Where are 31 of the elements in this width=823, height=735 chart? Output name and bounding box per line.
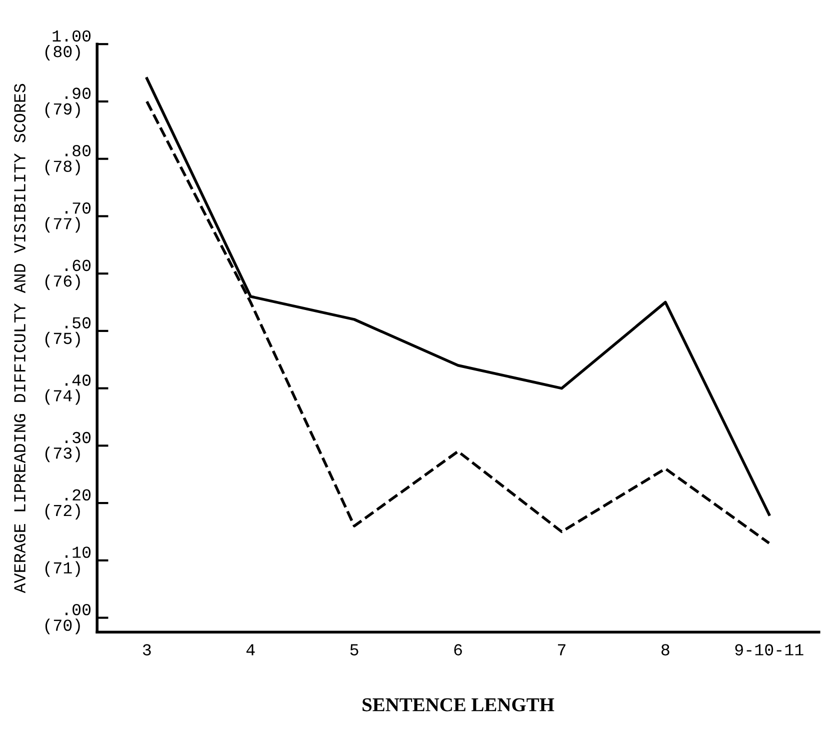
y-tick-label: .30 xyxy=(66,432,91,444)
y2-axis-title: AVERAGE LIPREADING DIFFICULTY AND VISIBILITY SCORES xyxy=(14,84,26,594)
y-tick-label: 1.00 xyxy=(52,30,91,42)
y-tick-label: .80 xyxy=(66,145,91,156)
y2-tick-label: (80) xyxy=(45,45,80,61)
x-tick-label: 4 xyxy=(246,644,255,656)
y-tick-label: .20 xyxy=(66,489,91,501)
x-tick-label: 5 xyxy=(350,644,358,656)
y-tick-label: .00 xyxy=(66,604,91,616)
x-axis-title: SENTENCE LENGTH xyxy=(362,698,554,712)
y-tick-label: .60 xyxy=(66,260,91,272)
y2-tick-label: (75) xyxy=(45,332,80,348)
y-tick-label: .40 xyxy=(66,374,91,386)
x-tick-label: 3 xyxy=(142,644,151,656)
y2-tick-label: (78) xyxy=(45,160,80,176)
y-tick-label: .90 xyxy=(66,88,91,99)
x-tick-label: 7 xyxy=(558,644,566,656)
y-tick-label: .70 xyxy=(66,202,91,214)
x-tick-label: 9-10-11 xyxy=(735,644,804,656)
y2-tick-label: (71) xyxy=(45,561,80,577)
y2-tick-label: (73) xyxy=(45,446,80,462)
y2-tick-label: (70) xyxy=(45,618,80,634)
y2-tick-label: (74) xyxy=(45,389,80,405)
y2-tick-label: (77) xyxy=(45,217,80,233)
y2-tick-label: (76) xyxy=(45,274,80,290)
y-tick-label: .10 xyxy=(66,546,91,558)
y2-tick-label: (72) xyxy=(45,504,80,520)
x-tick-label: 6 xyxy=(454,644,462,656)
x-tick-label: 8 xyxy=(661,644,670,656)
y-tick-label: .50 xyxy=(66,317,91,328)
y2-tick-label: (79) xyxy=(45,102,80,118)
